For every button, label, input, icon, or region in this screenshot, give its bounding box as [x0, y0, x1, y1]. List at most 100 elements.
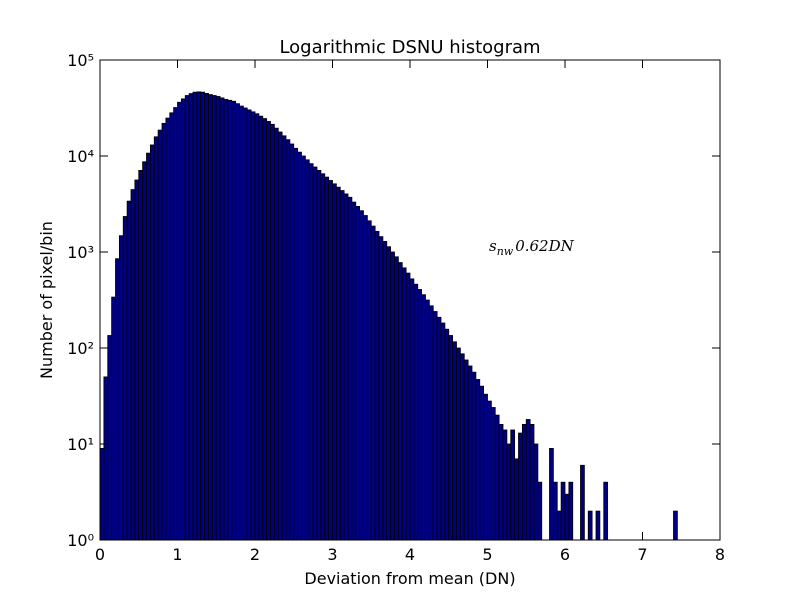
- bar: [262, 118, 268, 541]
- bar: [273, 127, 279, 541]
- bar: [223, 98, 229, 541]
- bar: [130, 189, 136, 541]
- y-tick-label: 10⁰: [67, 531, 94, 550]
- x-tick-label: 8: [715, 545, 725, 564]
- bar: [525, 419, 531, 541]
- bar: [204, 93, 209, 541]
- bar: [301, 155, 306, 541]
- bar: [556, 510, 562, 541]
- bar: [250, 111, 256, 541]
- bar: [177, 101, 182, 541]
- y-tick-label: 10⁴: [67, 147, 94, 166]
- bar: [475, 379, 481, 541]
- bar: [107, 335, 113, 541]
- bar: [444, 328, 450, 541]
- bar: [510, 429, 516, 541]
- bar: [518, 432, 523, 541]
- bar: [483, 393, 488, 541]
- bar: [184, 95, 190, 541]
- bar: [297, 151, 302, 541]
- x-tick-label: 1: [172, 545, 182, 564]
- annotation-sub: nw: [497, 245, 514, 258]
- x-axis-label: Deviation from mean (DN): [304, 569, 515, 588]
- bar: [397, 262, 403, 541]
- bar: [487, 400, 492, 541]
- bar: [382, 241, 388, 541]
- axes: 0 1 2 3 4 5 6 7 8 10⁰ 10¹ 10² 10³ 10⁴ 10⁵: [67, 51, 725, 564]
- bar: [335, 186, 341, 541]
- bar: [498, 424, 504, 541]
- bar: [227, 99, 233, 541]
- bar: [122, 216, 128, 541]
- bar: [421, 294, 426, 541]
- bar: [138, 170, 144, 541]
- x-tick-label: 7: [637, 545, 647, 564]
- bar: [200, 91, 206, 541]
- bar: [180, 98, 186, 541]
- bar: [506, 443, 512, 541]
- bar: [564, 493, 570, 541]
- bar: [161, 122, 167, 541]
- bar: [351, 201, 357, 541]
- bar: [126, 200, 132, 541]
- bar: [277, 131, 283, 541]
- y-axis-label: Number of pixel/bin: [37, 221, 56, 379]
- x-tick-label: 5: [482, 545, 492, 564]
- bar: [258, 115, 264, 541]
- bar: [242, 107, 248, 541]
- bar: [448, 335, 454, 541]
- bar: [533, 443, 539, 541]
- bar: [289, 143, 295, 541]
- bar: [103, 376, 109, 541]
- bar: [254, 113, 260, 541]
- bar: [157, 129, 163, 541]
- bar: [328, 180, 333, 541]
- bar: [115, 258, 120, 541]
- bar: [490, 407, 496, 541]
- bar: [347, 196, 353, 541]
- y-tick-label: 10⁵: [67, 51, 94, 70]
- bar: [359, 210, 364, 541]
- bar: [502, 429, 508, 541]
- bar: [281, 135, 287, 541]
- bar: [587, 510, 593, 541]
- bar: [514, 458, 519, 541]
- bar: [293, 147, 299, 541]
- bar: [270, 123, 275, 541]
- bar: [580, 464, 585, 541]
- bar: [471, 371, 477, 541]
- y-tick-label: 10²: [67, 339, 94, 358]
- bar: [549, 447, 554, 541]
- bar: [208, 94, 213, 541]
- annotation: snw 0.62DN: [489, 237, 575, 258]
- bar: [219, 97, 225, 541]
- bar: [440, 322, 446, 541]
- bar: [324, 176, 330, 541]
- x-tick-label: 6: [560, 545, 570, 564]
- bar: [413, 283, 419, 541]
- bar: [118, 235, 124, 541]
- bar: [192, 91, 198, 541]
- bar: [196, 91, 202, 541]
- x-tick-label: 3: [327, 545, 337, 564]
- bar: [425, 299, 430, 541]
- bar: [246, 109, 252, 541]
- bar: [386, 246, 392, 541]
- bar: [673, 510, 678, 541]
- bar: [459, 353, 465, 541]
- bar: [363, 215, 368, 541]
- bar: [405, 272, 411, 541]
- annotation-base: s: [489, 237, 497, 255]
- bar: [339, 190, 345, 541]
- bar: [332, 183, 337, 541]
- bar: [312, 166, 318, 541]
- bar: [231, 100, 237, 541]
- bar: [552, 481, 558, 541]
- bar: [409, 278, 415, 541]
- bar: [320, 173, 326, 541]
- bar: [99, 447, 105, 541]
- y-tick-label: 10³: [67, 243, 94, 262]
- bar: [366, 220, 372, 541]
